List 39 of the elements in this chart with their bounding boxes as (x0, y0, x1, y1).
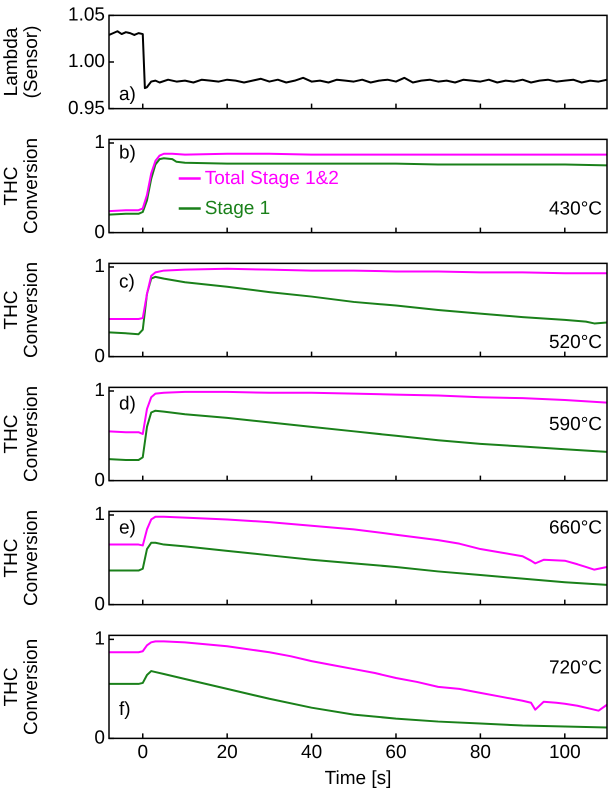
y-tick-label: 1.00 (68, 51, 105, 72)
y-tick-label: 0 (94, 470, 105, 491)
y-axis-title: THC Conversion (1, 262, 42, 358)
y-axis-title: THC Conversion (1, 510, 42, 606)
legend-label: Total Stage 1&2 (204, 168, 339, 189)
annotation: c) (118, 271, 135, 292)
y-tick-label: 1 (94, 380, 105, 402)
y-axis-title: Lambda (Sensor) (1, 26, 42, 98)
annotation: 520°C (548, 332, 602, 353)
y-tick-label: 1 (94, 132, 105, 154)
y-tick-label: 0 (94, 728, 105, 749)
y-tick-label: 0 (94, 222, 105, 243)
annotation: d) (118, 393, 136, 414)
annotation: f) (118, 698, 131, 720)
annotation: 430°C (548, 198, 602, 220)
y-axis-title: THC Conversion (1, 638, 42, 735)
y-tick-label: 1 (94, 504, 105, 526)
x-tick-label: 60 (385, 742, 407, 764)
annotation: a) (118, 84, 136, 105)
annotation: 590°C (548, 414, 602, 435)
annotation: b) (118, 142, 136, 164)
y-tick-label: 1 (94, 628, 105, 650)
y-tick-label: 0 (94, 594, 105, 615)
x-tick-label: 20 (216, 742, 238, 764)
y-axis-title: THC Conversion (1, 138, 42, 234)
y-tick-label: 1 (94, 256, 105, 278)
x-tick-label: 80 (470, 742, 491, 764)
y-tick-label: 0.95 (68, 98, 105, 119)
annotation: 720°C (548, 658, 602, 679)
x-axis-title: Time [s] (324, 768, 392, 789)
x-tick-label: 100 (548, 742, 581, 764)
y-tick-label: 0 (94, 346, 105, 367)
x-tick-label: 0 (137, 742, 148, 764)
y-tick-label: 1.05 (68, 4, 105, 26)
annotation: 660°C (548, 517, 602, 538)
annotation: e) (118, 517, 136, 538)
legend-label: Stage 1 (204, 198, 270, 219)
x-tick-label: 40 (301, 742, 322, 764)
y-axis-title: THC Conversion (1, 386, 42, 482)
